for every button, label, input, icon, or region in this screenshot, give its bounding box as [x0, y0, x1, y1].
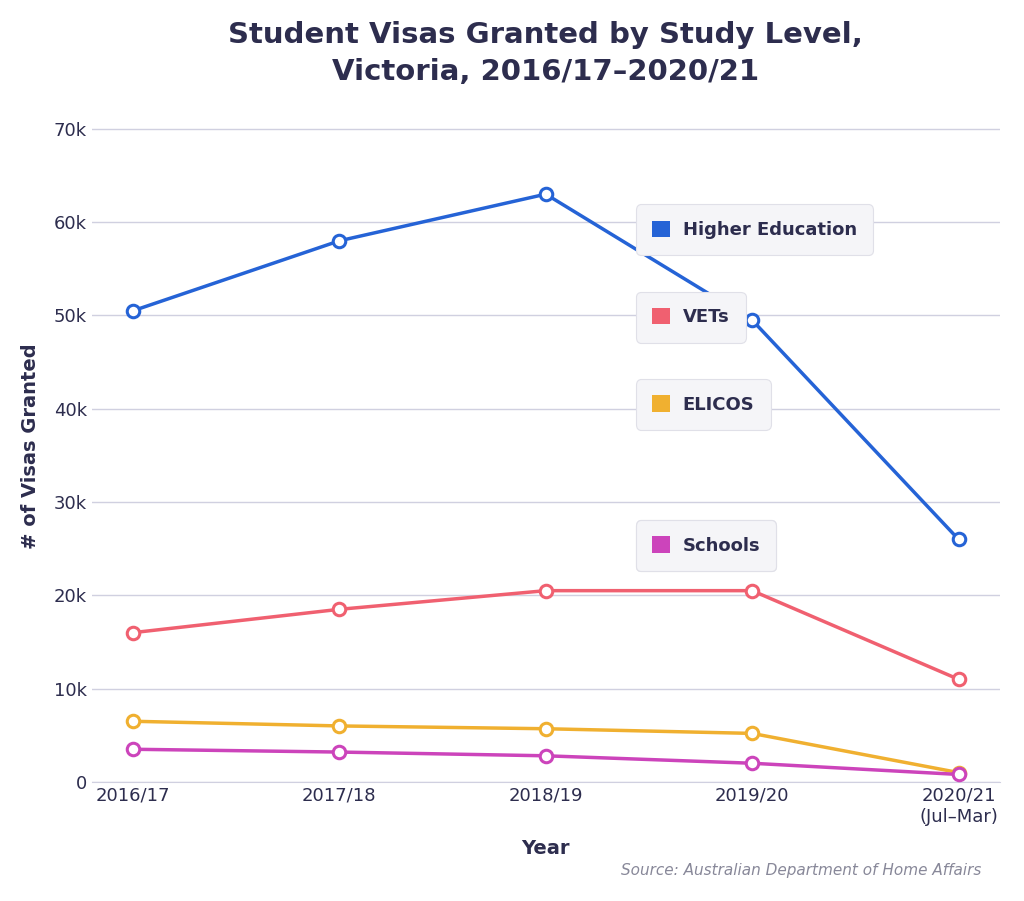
- VETs: [540, 586, 552, 596]
- ELICOS: [952, 767, 965, 778]
- Higher Education: [127, 305, 139, 316]
- Legend: Schools: Schools: [641, 525, 771, 566]
- VETs: [952, 674, 965, 685]
- Higher Education: [333, 235, 345, 246]
- Line: VETs: VETs: [127, 585, 965, 686]
- Line: ELICOS: ELICOS: [127, 715, 965, 778]
- VETs: [746, 586, 759, 596]
- Higher Education: [540, 188, 552, 199]
- Schools: [127, 744, 139, 755]
- Higher Education: [952, 534, 965, 545]
- VETs: [333, 604, 345, 614]
- VETs: [127, 627, 139, 638]
- Schools: [540, 751, 552, 761]
- ELICOS: [540, 724, 552, 734]
- X-axis label: Year: Year: [521, 840, 570, 859]
- Line: Higher Education: Higher Education: [127, 188, 965, 546]
- ELICOS: [127, 716, 139, 727]
- ELICOS: [333, 721, 345, 732]
- ELICOS: [746, 728, 759, 739]
- Schools: [746, 758, 759, 769]
- Higher Education: [746, 314, 759, 325]
- Schools: [333, 747, 345, 758]
- Y-axis label: # of Visas Granted: # of Visas Granted: [20, 343, 40, 549]
- Title: Student Visas Granted by Study Level,
Victoria, 2016/17–2020/21: Student Visas Granted by Study Level, Vi…: [228, 21, 863, 86]
- Text: Source: Australian Department of Home Affairs: Source: Australian Department of Home Af…: [622, 862, 982, 878]
- Line: Schools: Schools: [127, 743, 965, 780]
- Schools: [952, 769, 965, 780]
